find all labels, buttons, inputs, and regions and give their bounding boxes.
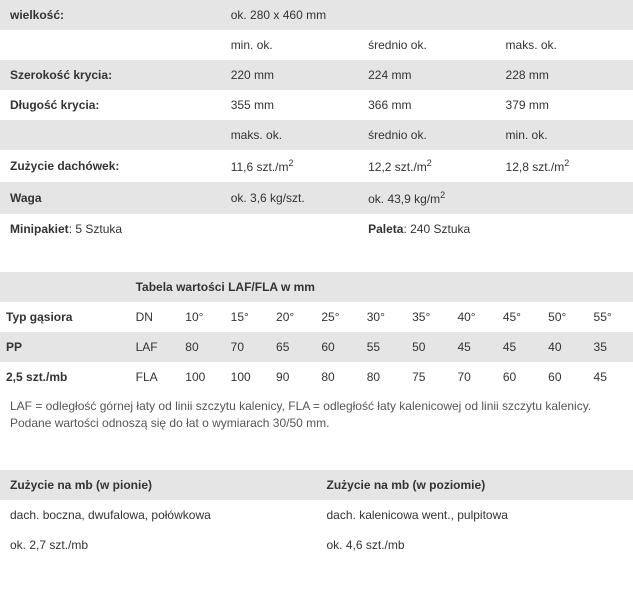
laf-header-col: 45° bbox=[497, 302, 542, 332]
usage-cell: dach. kalenicowa went., pulpitowa bbox=[317, 500, 633, 530]
spec-value: min. ok. bbox=[496, 120, 633, 150]
laf-cell: 60 bbox=[497, 362, 542, 392]
spec-label: Szerokość krycia: bbox=[0, 60, 221, 90]
spec-value: ok. 43,9 kg/m2 bbox=[358, 182, 633, 214]
table-row: Długość krycia:355 mm366 mm379 mm bbox=[0, 90, 633, 120]
laf-cell: 70 bbox=[225, 332, 270, 362]
laf-cell: 80 bbox=[361, 362, 406, 392]
laf-header-col: 30° bbox=[361, 302, 406, 332]
spec-value: 12,2 szt./m2 bbox=[358, 150, 495, 182]
table-row: wielkość:ok. 280 x 460 mm bbox=[0, 0, 633, 30]
spec-value: 366 mm bbox=[358, 90, 495, 120]
laf-cell: 60 bbox=[315, 332, 360, 362]
laf-cell: 80 bbox=[179, 332, 224, 362]
laf-cell: 35 bbox=[588, 332, 633, 362]
table-row: Zużycie dachówek:11,6 szt./m212,2 szt./m… bbox=[0, 150, 633, 182]
table-row: Typ gąsioraDN10°15°20°25°30°35°40°45°50°… bbox=[0, 302, 633, 332]
spec-label: Długość krycia: bbox=[0, 90, 221, 120]
spec-value: min. ok. bbox=[221, 30, 358, 60]
laf-cell: 40 bbox=[542, 332, 587, 362]
laf-cell: 60 bbox=[542, 362, 587, 392]
spec-label: Zużycie dachówek: bbox=[0, 150, 221, 182]
laf-header-col: 50° bbox=[542, 302, 587, 332]
table-row: maks. ok.średnio ok.min. ok. bbox=[0, 120, 633, 150]
table-row: Wagaok. 3,6 kg/szt.ok. 43,9 kg/m2 bbox=[0, 182, 633, 214]
spec-value: Minipakiet: 5 Sztuka bbox=[0, 214, 358, 244]
laf-cell: 55 bbox=[361, 332, 406, 362]
spec-value: 224 mm bbox=[358, 60, 495, 90]
laf-header-col: 10° bbox=[179, 302, 224, 332]
spacer-1 bbox=[0, 244, 633, 272]
spec-table: wielkość:ok. 280 x 460 mmmin. ok.średnio… bbox=[0, 0, 633, 244]
laf-cell: 75 bbox=[406, 362, 451, 392]
usage-header-horiz: Zużycie na mb (w poziomie) bbox=[317, 470, 633, 500]
laf-note: LAF = odległość górnej łaty od linii szc… bbox=[0, 392, 633, 442]
laf-cell: 65 bbox=[270, 332, 315, 362]
laf-cell: 100 bbox=[225, 362, 270, 392]
spec-value: Paleta: 240 Sztuka bbox=[358, 214, 633, 244]
laf-header-col: 40° bbox=[451, 302, 496, 332]
spec-label: Waga bbox=[0, 182, 221, 214]
table-row: Szerokość krycia:220 mm224 mm228 mm bbox=[0, 60, 633, 90]
table-row: min. ok.średnio ok.maks. ok. bbox=[0, 30, 633, 60]
laf-cell: PP bbox=[0, 332, 130, 362]
laf-cell: 45 bbox=[497, 332, 542, 362]
spec-label bbox=[0, 120, 221, 150]
laf-cell: 90 bbox=[270, 362, 315, 392]
spec-value: maks. ok. bbox=[221, 120, 358, 150]
table-row: Tabela wartości LAF/FLA w mm bbox=[0, 272, 633, 302]
spec-value: 12,8 szt./m2 bbox=[496, 150, 633, 182]
laf-cell: 45 bbox=[451, 332, 496, 362]
spec-value: 355 mm bbox=[221, 90, 358, 120]
usage-header-vert: Zużycie na mb (w pionie) bbox=[0, 470, 317, 500]
laf-header-col: DN bbox=[130, 302, 180, 332]
spec-value: 228 mm bbox=[496, 60, 633, 90]
usage-cell: ok. 4,6 szt./mb bbox=[317, 530, 633, 560]
spec-value: średnio ok. bbox=[358, 120, 495, 150]
laf-title: Tabela wartości LAF/FLA w mm bbox=[130, 272, 633, 302]
laf-cell: 80 bbox=[315, 362, 360, 392]
laf-cell: 50 bbox=[406, 332, 451, 362]
usage-cell: dach. boczna, dwufalowa, połówkowa bbox=[0, 500, 317, 530]
laf-header-col: 55° bbox=[588, 302, 633, 332]
laf-cell bbox=[0, 272, 130, 302]
laf-header-col: 20° bbox=[270, 302, 315, 332]
laf-cell: 100 bbox=[179, 362, 224, 392]
laf-cell: 45 bbox=[588, 362, 633, 392]
spec-value: maks. ok. bbox=[496, 30, 633, 60]
laf-cell: 2,5 szt./mb bbox=[0, 362, 130, 392]
laf-cell: LAF bbox=[130, 332, 180, 362]
laf-header-type: Typ gąsiora bbox=[0, 302, 130, 332]
laf-table: Tabela wartości LAF/FLA w mmTyp gąsioraD… bbox=[0, 272, 633, 392]
laf-header-col: 25° bbox=[315, 302, 360, 332]
usage-table: Zużycie na mb (w pionie) Zużycie na mb (… bbox=[0, 470, 633, 560]
spec-value: 220 mm bbox=[221, 60, 358, 90]
laf-cell: 70 bbox=[451, 362, 496, 392]
spec-label: wielkość: bbox=[0, 0, 221, 30]
table-row: PPLAF80706560555045454035 bbox=[0, 332, 633, 362]
spec-value: 379 mm bbox=[496, 90, 633, 120]
spec-label bbox=[0, 30, 221, 60]
spacer-2 bbox=[0, 442, 633, 470]
laf-header-col: 15° bbox=[225, 302, 270, 332]
table-row: Minipakiet: 5 SztukaPaleta: 240 Sztuka bbox=[0, 214, 633, 244]
spec-value: ok. 3,6 kg/szt. bbox=[221, 182, 358, 214]
spec-value: średnio ok. bbox=[358, 30, 495, 60]
laf-cell: FLA bbox=[130, 362, 180, 392]
table-row: 2,5 szt./mbFLA1001009080807570606045 bbox=[0, 362, 633, 392]
spec-value: 11,6 szt./m2 bbox=[221, 150, 358, 182]
laf-header-col: 35° bbox=[406, 302, 451, 332]
usage-cell: ok. 2,7 szt./mb bbox=[0, 530, 317, 560]
spec-value: ok. 280 x 460 mm bbox=[221, 0, 633, 30]
